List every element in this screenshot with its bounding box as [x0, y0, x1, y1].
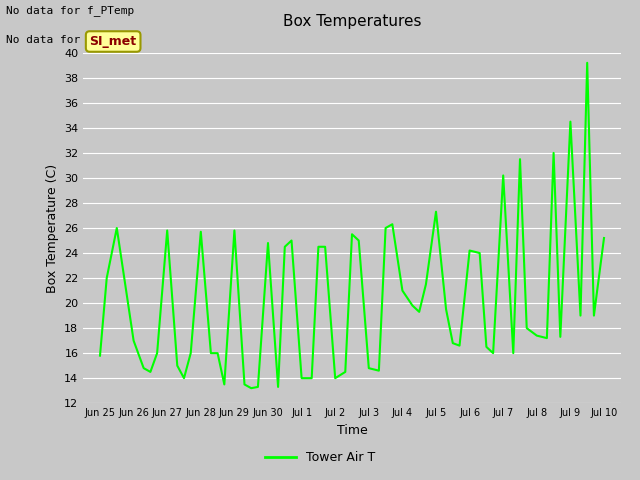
Legend: Tower Air T: Tower Air T	[260, 446, 380, 469]
Text: Box Temperatures: Box Temperatures	[283, 14, 421, 29]
Text: SI_met: SI_met	[90, 35, 137, 48]
Text: No data for f_lgr_t: No data for f_lgr_t	[6, 34, 134, 45]
X-axis label: Time: Time	[337, 424, 367, 437]
Text: No data for f_PTemp: No data for f_PTemp	[6, 5, 134, 16]
Y-axis label: Box Temperature (C): Box Temperature (C)	[45, 163, 58, 293]
